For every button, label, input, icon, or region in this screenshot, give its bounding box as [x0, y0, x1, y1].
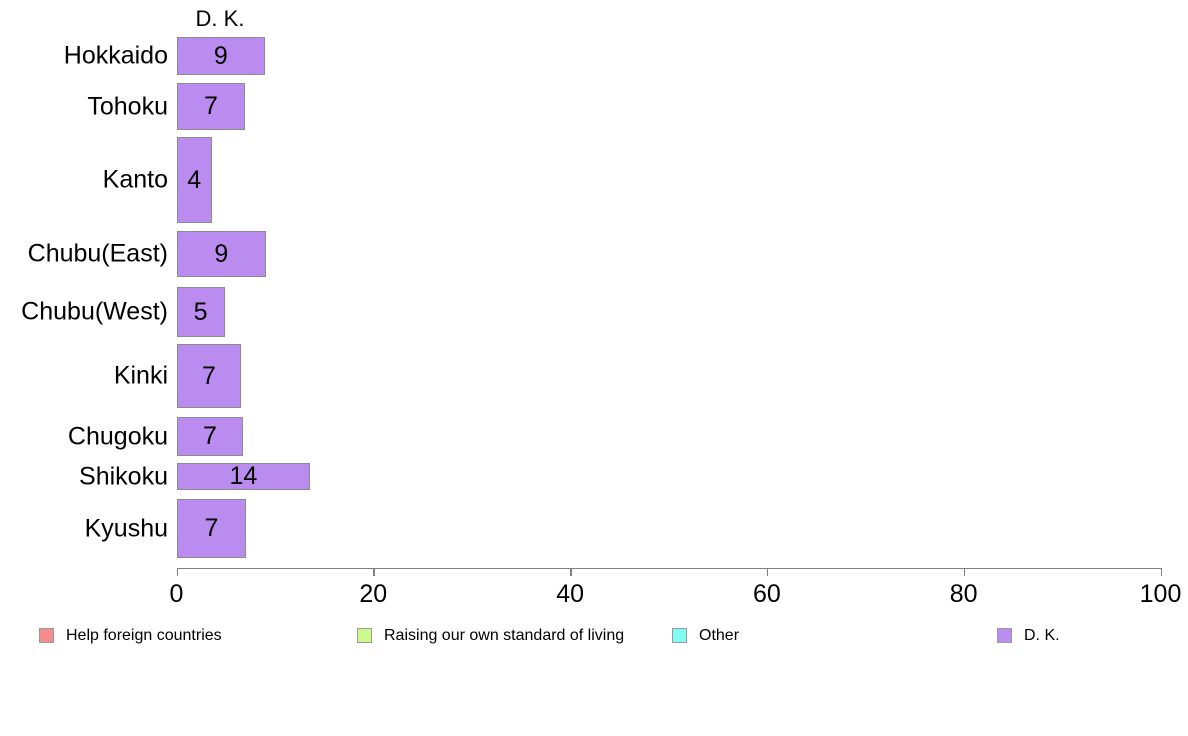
legend-label: Help foreign countries	[66, 626, 222, 644]
x-axis-tick	[373, 568, 375, 576]
panel-title: D. K.	[195, 6, 245, 31]
legend-item-help-foreign-countries: Help foreign countries	[39, 627, 222, 644]
bar-value-label: 7	[203, 92, 218, 120]
bar-kanto: 4	[176, 137, 212, 223]
x-axis-tick	[570, 568, 572, 576]
legend-swatch-raising-our-own-standard-of-living	[357, 628, 372, 643]
category-label-chugoku: Chugoku	[67, 422, 168, 450]
x-axis-tick-label: 80	[949, 580, 978, 608]
legend-label: Other	[699, 626, 740, 644]
legend-swatch-other	[672, 628, 687, 643]
bar-value-label: 4	[187, 165, 202, 194]
bar-chubu-east: 9	[176, 231, 267, 277]
bar-shikoku: 14	[176, 462, 311, 490]
category-label-kyushu: Kyushu	[84, 514, 168, 542]
category-label-chubu-west: Chubu(West)	[21, 297, 168, 326]
category-label-hokkaido: Hokkaido	[63, 41, 168, 70]
x-axis-tick	[176, 568, 178, 576]
bar-value-label: 14	[229, 462, 258, 490]
category-label-kanto: Kanto	[102, 165, 168, 194]
bar-hokkaido: 9	[176, 37, 266, 75]
category-label-shikoku: Shikoku	[79, 462, 168, 490]
bar-value-label: 7	[204, 514, 219, 542]
bar-chugoku: 7	[176, 417, 244, 456]
category-label-tohoku: Tohoku	[87, 92, 168, 120]
x-axis-tick-label: 20	[359, 580, 388, 608]
bar-value-label: 9	[214, 239, 229, 268]
legend-swatch-help-foreign-countries	[39, 628, 54, 643]
x-axis-tick-label: 100	[1139, 580, 1182, 608]
legend-item-raising-our-own-standard-of-living: Raising our own standard of living	[357, 627, 624, 644]
legend-label: D. K.	[1024, 626, 1060, 644]
bar-tohoku: 7	[176, 83, 246, 130]
bar-value-label: 5	[193, 297, 208, 326]
category-label-chubu-east: Chubu(East)	[27, 239, 168, 268]
legend-label: Raising our own standard of living	[384, 626, 625, 644]
bar-kinki: 7	[176, 344, 242, 408]
category-label-kinki: Kinki	[113, 361, 168, 390]
bar-chubu-west: 5	[176, 287, 225, 337]
legend-item-other: Other	[672, 627, 739, 644]
x-axis-tick	[1160, 568, 1162, 576]
bar-value-label: 9	[213, 41, 228, 70]
x-axis-tick-label: 0	[169, 580, 184, 608]
bar-value-label: 7	[202, 361, 216, 390]
x-axis-tick	[963, 568, 966, 576]
x-axis-tick	[766, 568, 769, 576]
legend-swatch-d-k	[997, 628, 1012, 643]
legend-item-d-k: D. K.	[997, 627, 1060, 644]
bar-kyushu: 7	[176, 499, 247, 558]
x-axis-line	[176, 568, 1161, 569]
bar-value-label: 7	[203, 422, 217, 450]
x-axis-tick-label: 60	[752, 580, 781, 608]
x-axis-tick-label: 40	[556, 580, 584, 608]
